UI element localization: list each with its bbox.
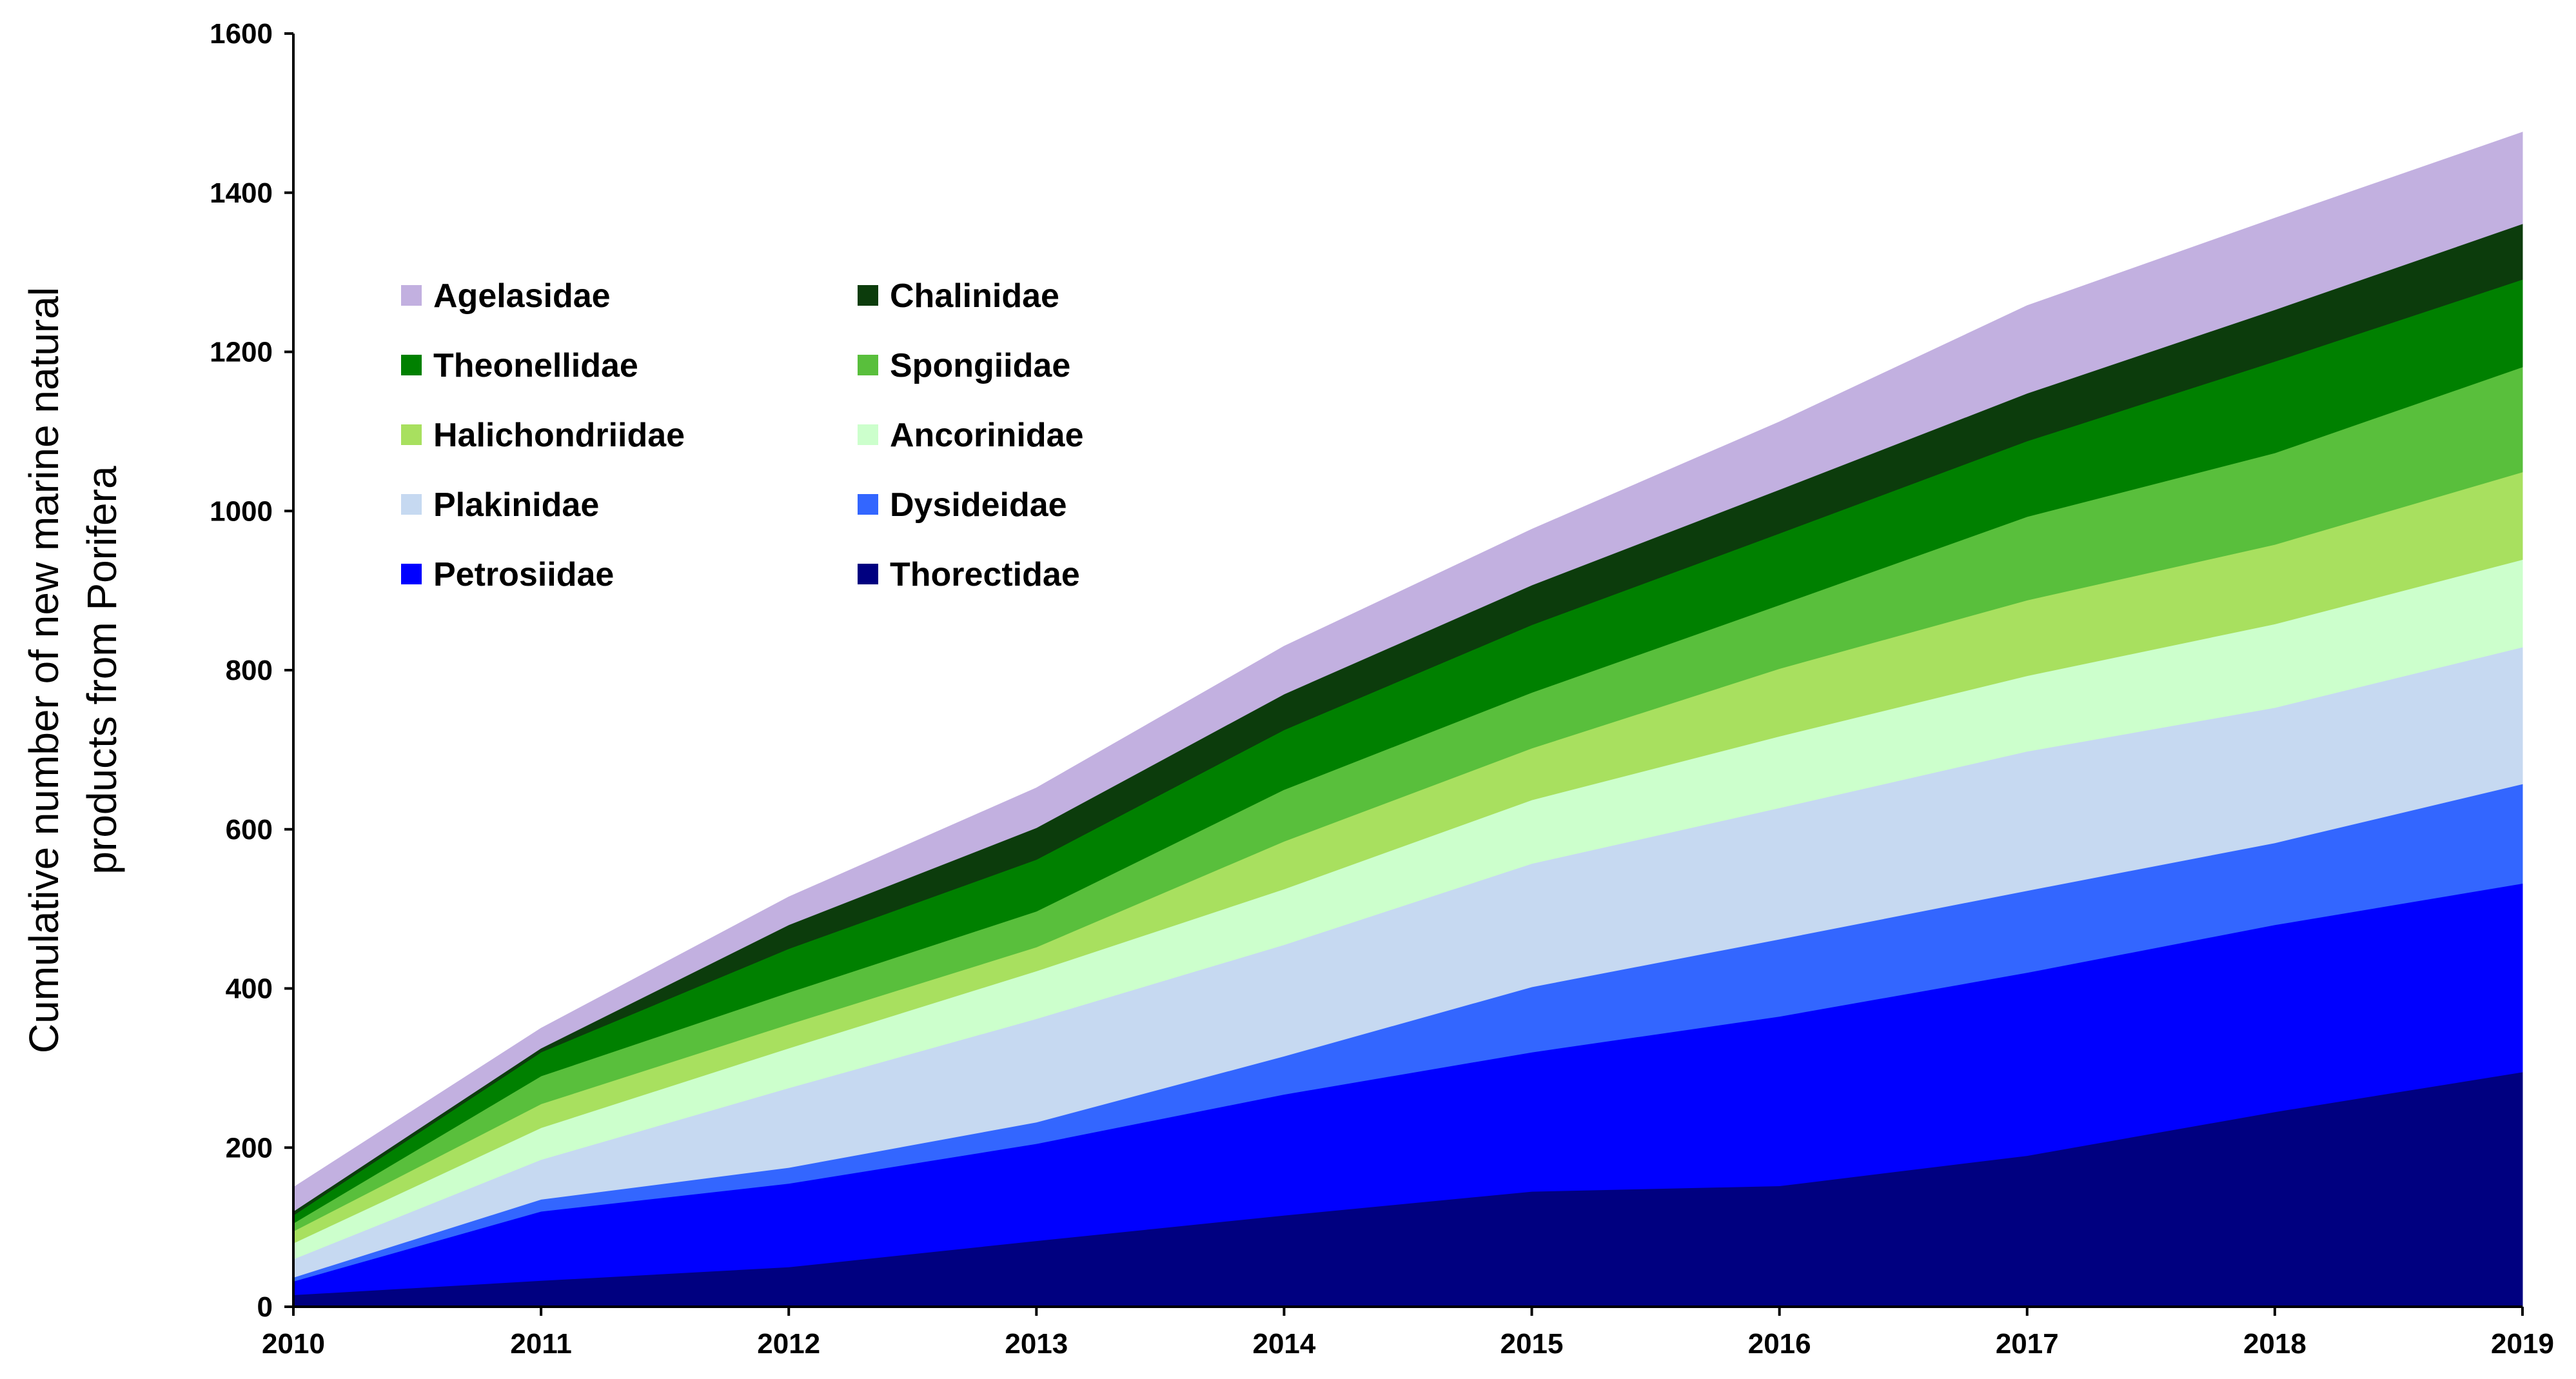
- legend-label: Plakinidae: [433, 486, 599, 524]
- legend-label: Agelasidae: [433, 277, 611, 315]
- legend-label: Halichondriidae: [433, 417, 685, 454]
- y-ticks-group: 0 200 400 600 800 1000 1200 1400 1600: [210, 18, 293, 1323]
- legend-swatch: [401, 564, 422, 584]
- legend-item-plakinidae: Plakinidae: [401, 486, 599, 524]
- legend-label: Theonellidae: [433, 347, 638, 384]
- y-tick-label: 600: [226, 814, 273, 846]
- x-tick-label: 2014: [1252, 1328, 1315, 1360]
- x-tick-label: 2017: [1996, 1328, 2059, 1360]
- legend-label: Dysideidae: [890, 486, 1067, 524]
- x-tick-label: 2015: [1500, 1328, 1564, 1360]
- x-tick-label: 2018: [2243, 1328, 2306, 1360]
- y-tick-label: 1000: [210, 495, 273, 527]
- y-tick-label: 1200: [210, 337, 273, 368]
- legend-item-thorectidae: Thorectidae: [858, 556, 1080, 593]
- legend-item-theonellidae: Theonellidae: [401, 347, 638, 384]
- legend-swatch: [401, 424, 422, 445]
- legend-label: Petrosiidae: [433, 556, 614, 593]
- y-tick-label: 400: [226, 973, 273, 1005]
- legend-item-dysideidae: Dysideidae: [858, 486, 1067, 524]
- legend-item-agelasidae: Agelasidae: [401, 277, 611, 315]
- x-tick-label: 2013: [1005, 1328, 1068, 1360]
- legend: Agelasidae Chalinidae Theonellidae Spongiid…: [401, 277, 1084, 593]
- y-axis-title-line-1: Cumulative number of new marine natural: [21, 287, 67, 1053]
- x-tick-label: 2010: [262, 1328, 325, 1360]
- legend-label: Chalinidae: [890, 277, 1059, 315]
- y-tick-label: 1600: [210, 18, 273, 50]
- y-tick-label: 1400: [210, 177, 273, 209]
- x-tick-label: 2012: [757, 1328, 820, 1360]
- y-tick-label: 200: [226, 1132, 273, 1164]
- area-agelasidae: [293, 132, 2523, 1212]
- x-ticks-group: 2010 2011 2012 2013 2014 2015 2016 2017 2018 2019: [262, 1307, 2554, 1360]
- y-tick-label: 0: [257, 1291, 273, 1323]
- y-axis-title-line-2: products from Porifera: [79, 466, 125, 875]
- legend-label: Ancorinidae: [890, 417, 1084, 454]
- legend-swatch: [401, 494, 422, 515]
- legend-item-petrosiidae: Petrosiidae: [401, 556, 614, 593]
- legend-item-spongiidae: Spongiidae: [858, 347, 1070, 384]
- y-axis-title: Cumulative number of new marine natural …: [21, 287, 125, 1053]
- legend-label: Thorectidae: [890, 556, 1080, 593]
- legend-item-chalinidae: Chalinidae: [858, 277, 1059, 315]
- legend-swatch: [858, 564, 878, 584]
- legend-swatch: [401, 355, 422, 375]
- legend-swatch: [858, 494, 878, 515]
- x-tick-label: 2011: [510, 1328, 571, 1360]
- legend-item-ancorinidae: Ancorinidae: [858, 417, 1084, 454]
- legend-swatch: [858, 285, 878, 306]
- x-tick-label: 2016: [1748, 1328, 1811, 1360]
- area-series-group: [293, 132, 2523, 1307]
- legend-swatch: [858, 424, 878, 445]
- y-tick-label: 800: [226, 655, 273, 686]
- legend-label: Spongiidae: [890, 347, 1070, 384]
- legend-swatch: [858, 355, 878, 375]
- x-tick-label: 2019: [2491, 1328, 2554, 1360]
- legend-swatch: [401, 285, 422, 306]
- legend-item-halichondriidae: Halichondriidae: [401, 417, 685, 454]
